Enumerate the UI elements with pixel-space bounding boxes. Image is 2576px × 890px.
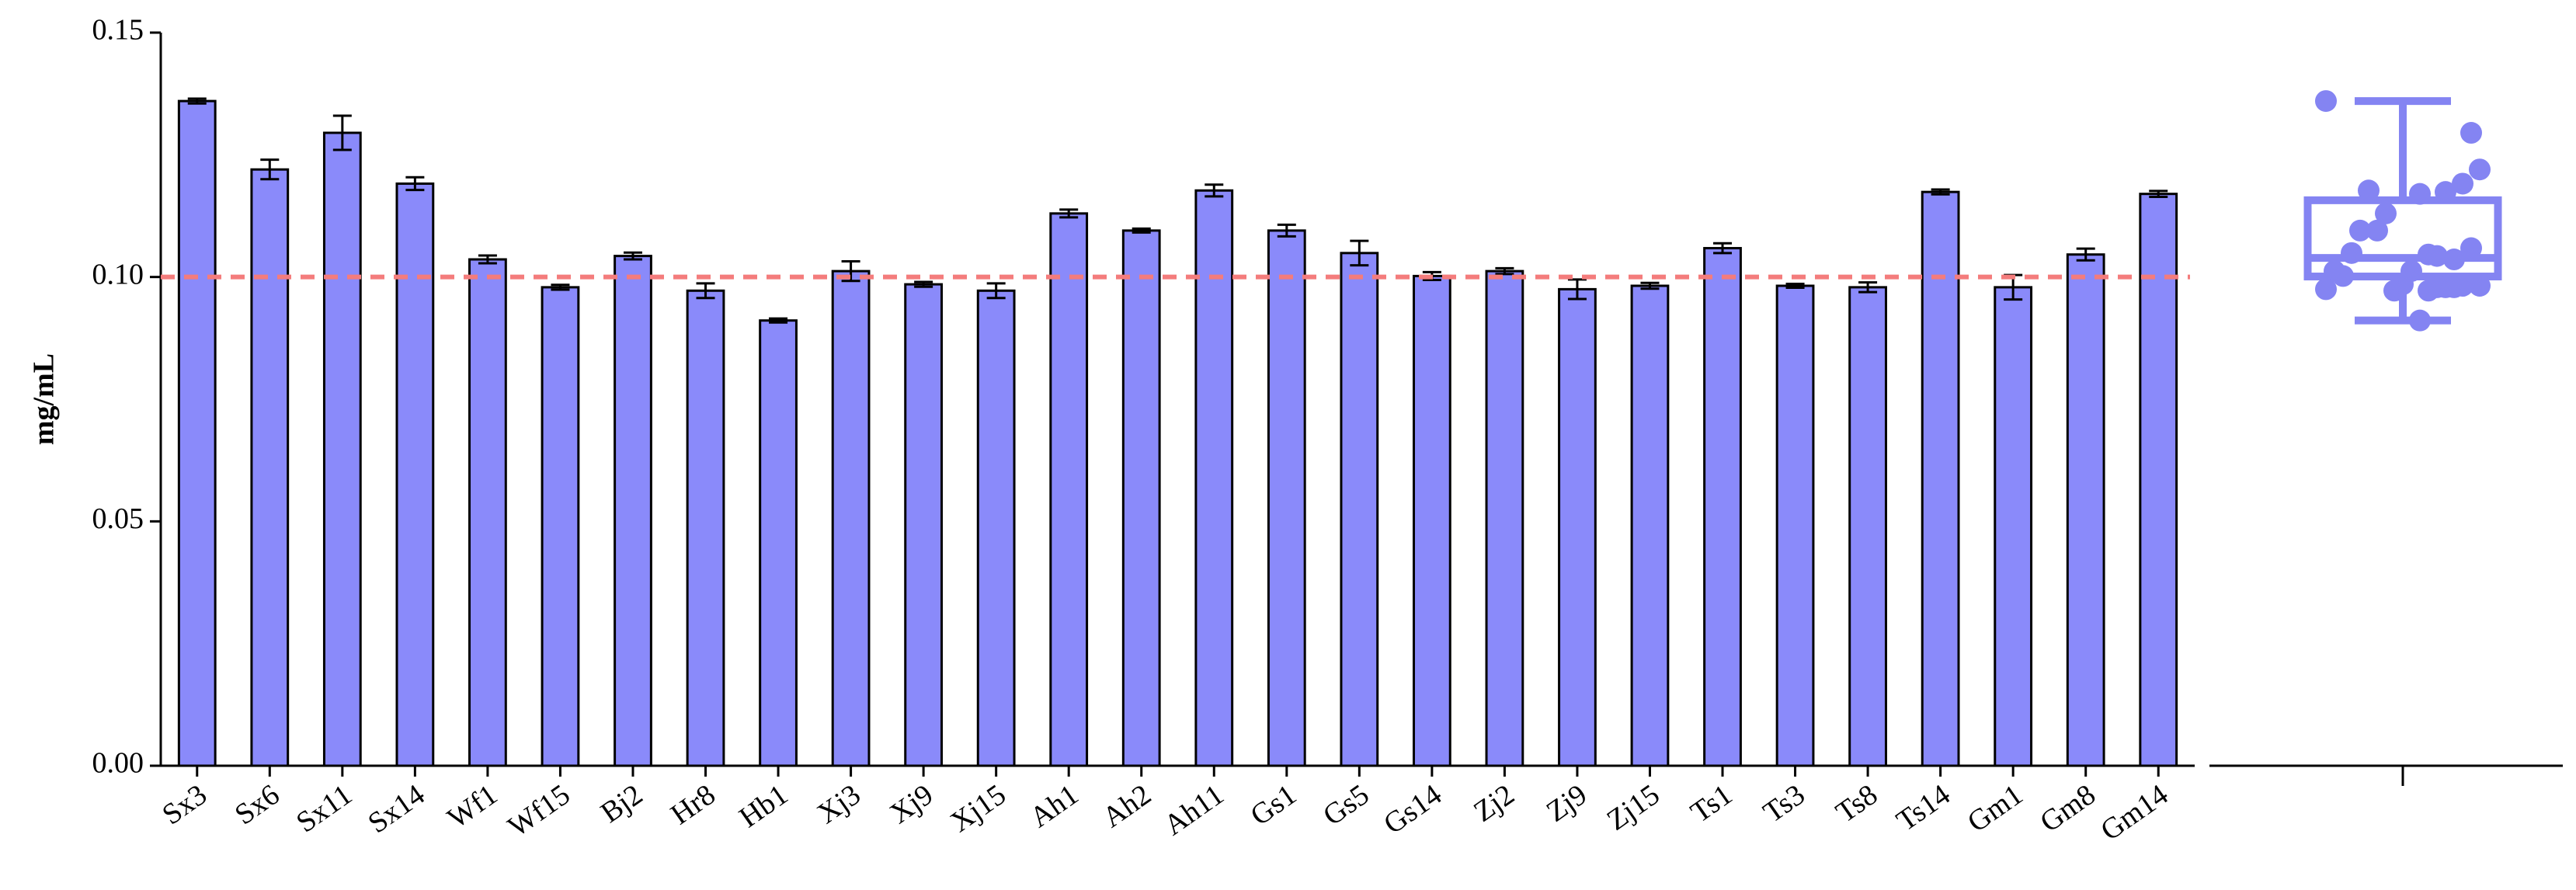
bar (177, 99, 217, 767)
bar (759, 319, 798, 767)
bar (250, 168, 290, 767)
x-tick-label: Zj9 (1541, 778, 1593, 829)
x-tick-label: Gs5 (1317, 778, 1375, 833)
bar (1121, 229, 1161, 767)
bar (1194, 189, 1234, 767)
x-tick-label: Sx11 (290, 778, 358, 839)
box-point (2452, 172, 2473, 195)
x-tick-label: Zj15 (1601, 778, 1666, 837)
x-tick-label: Hb1 (734, 778, 794, 834)
box-point (2443, 276, 2465, 298)
box-point (2315, 278, 2337, 301)
x-tick-label: Ah2 (1097, 778, 1157, 834)
bar (1994, 286, 2033, 767)
y-tick-label: 0.05 (92, 502, 144, 535)
y-axis-label: mg/mL (28, 353, 61, 445)
box-point (2358, 179, 2380, 202)
bar (2139, 193, 2178, 767)
bar (1049, 212, 1089, 767)
x-tick-label: Sx6 (229, 778, 286, 831)
bar (1775, 284, 1815, 767)
x-tick-label: Ts14 (1891, 778, 1956, 837)
y-tick-label: 0.10 (92, 258, 144, 290)
x-tick-label: Hr8 (665, 778, 721, 831)
box-point (2435, 181, 2456, 203)
box-point (2375, 202, 2397, 224)
x-tick-label: Ts8 (1830, 778, 1884, 829)
bar (1558, 287, 1597, 767)
box-point (2418, 243, 2439, 266)
x-tick-label: Ts3 (1757, 778, 1811, 829)
bar (1921, 190, 1960, 767)
bar (976, 289, 1016, 767)
bar (614, 255, 652, 767)
box-point (2426, 276, 2448, 298)
box-point (2409, 309, 2431, 332)
bar (468, 258, 507, 767)
bar (1412, 274, 1451, 767)
x-tick-label: Bj2 (595, 778, 648, 829)
x-tick-label: Gm8 (2035, 778, 2101, 839)
box-point (2460, 122, 2482, 144)
x-tick-label: Wf15 (502, 778, 576, 843)
bar (831, 269, 871, 767)
box-point (2341, 242, 2362, 264)
bar (1485, 269, 1524, 767)
x-tick-label: Sx3 (156, 778, 213, 831)
x-tick-label: Ah1 (1024, 778, 1085, 834)
x-tick-label: Xj3 (812, 778, 867, 830)
bar (395, 182, 435, 767)
box-point (2383, 280, 2405, 302)
box-point (2460, 237, 2482, 259)
bar (1267, 229, 1306, 767)
box-point (2366, 219, 2388, 242)
x-tick-label: Xj9 (885, 778, 940, 830)
box-point (2324, 260, 2345, 283)
y-tick-label: 0.15 (92, 14, 144, 47)
box-point (2469, 274, 2491, 297)
bar (1703, 247, 1742, 767)
bar (1630, 284, 1670, 767)
box-point (2469, 158, 2491, 181)
bar (904, 283, 944, 767)
x-tick-label: Ts1 (1685, 778, 1739, 829)
box-point (2443, 249, 2465, 271)
x-tick-label: Wf1 (442, 778, 503, 835)
x-tick-label: Xj15 (944, 778, 1011, 839)
bar (686, 289, 725, 767)
box-point (2349, 219, 2371, 242)
y-tick-label: 0.00 (92, 747, 144, 780)
box-point (2409, 183, 2431, 205)
x-tick-label: Gm1 (1962, 778, 2028, 839)
x-tick-label: Gs14 (1378, 778, 1448, 840)
bar (1340, 252, 1379, 767)
x-tick-label: Sx14 (362, 778, 430, 840)
box-point (2315, 90, 2337, 113)
x-tick-label: Gm14 (2095, 778, 2174, 847)
x-tick-label: Ah11 (1158, 778, 1229, 842)
bar (541, 286, 580, 767)
bar (322, 131, 362, 767)
bar (1848, 286, 1887, 767)
x-tick-label: Zj2 (1468, 778, 1520, 829)
bar (2066, 253, 2105, 767)
x-tick-label: Gs1 (1245, 778, 1302, 833)
